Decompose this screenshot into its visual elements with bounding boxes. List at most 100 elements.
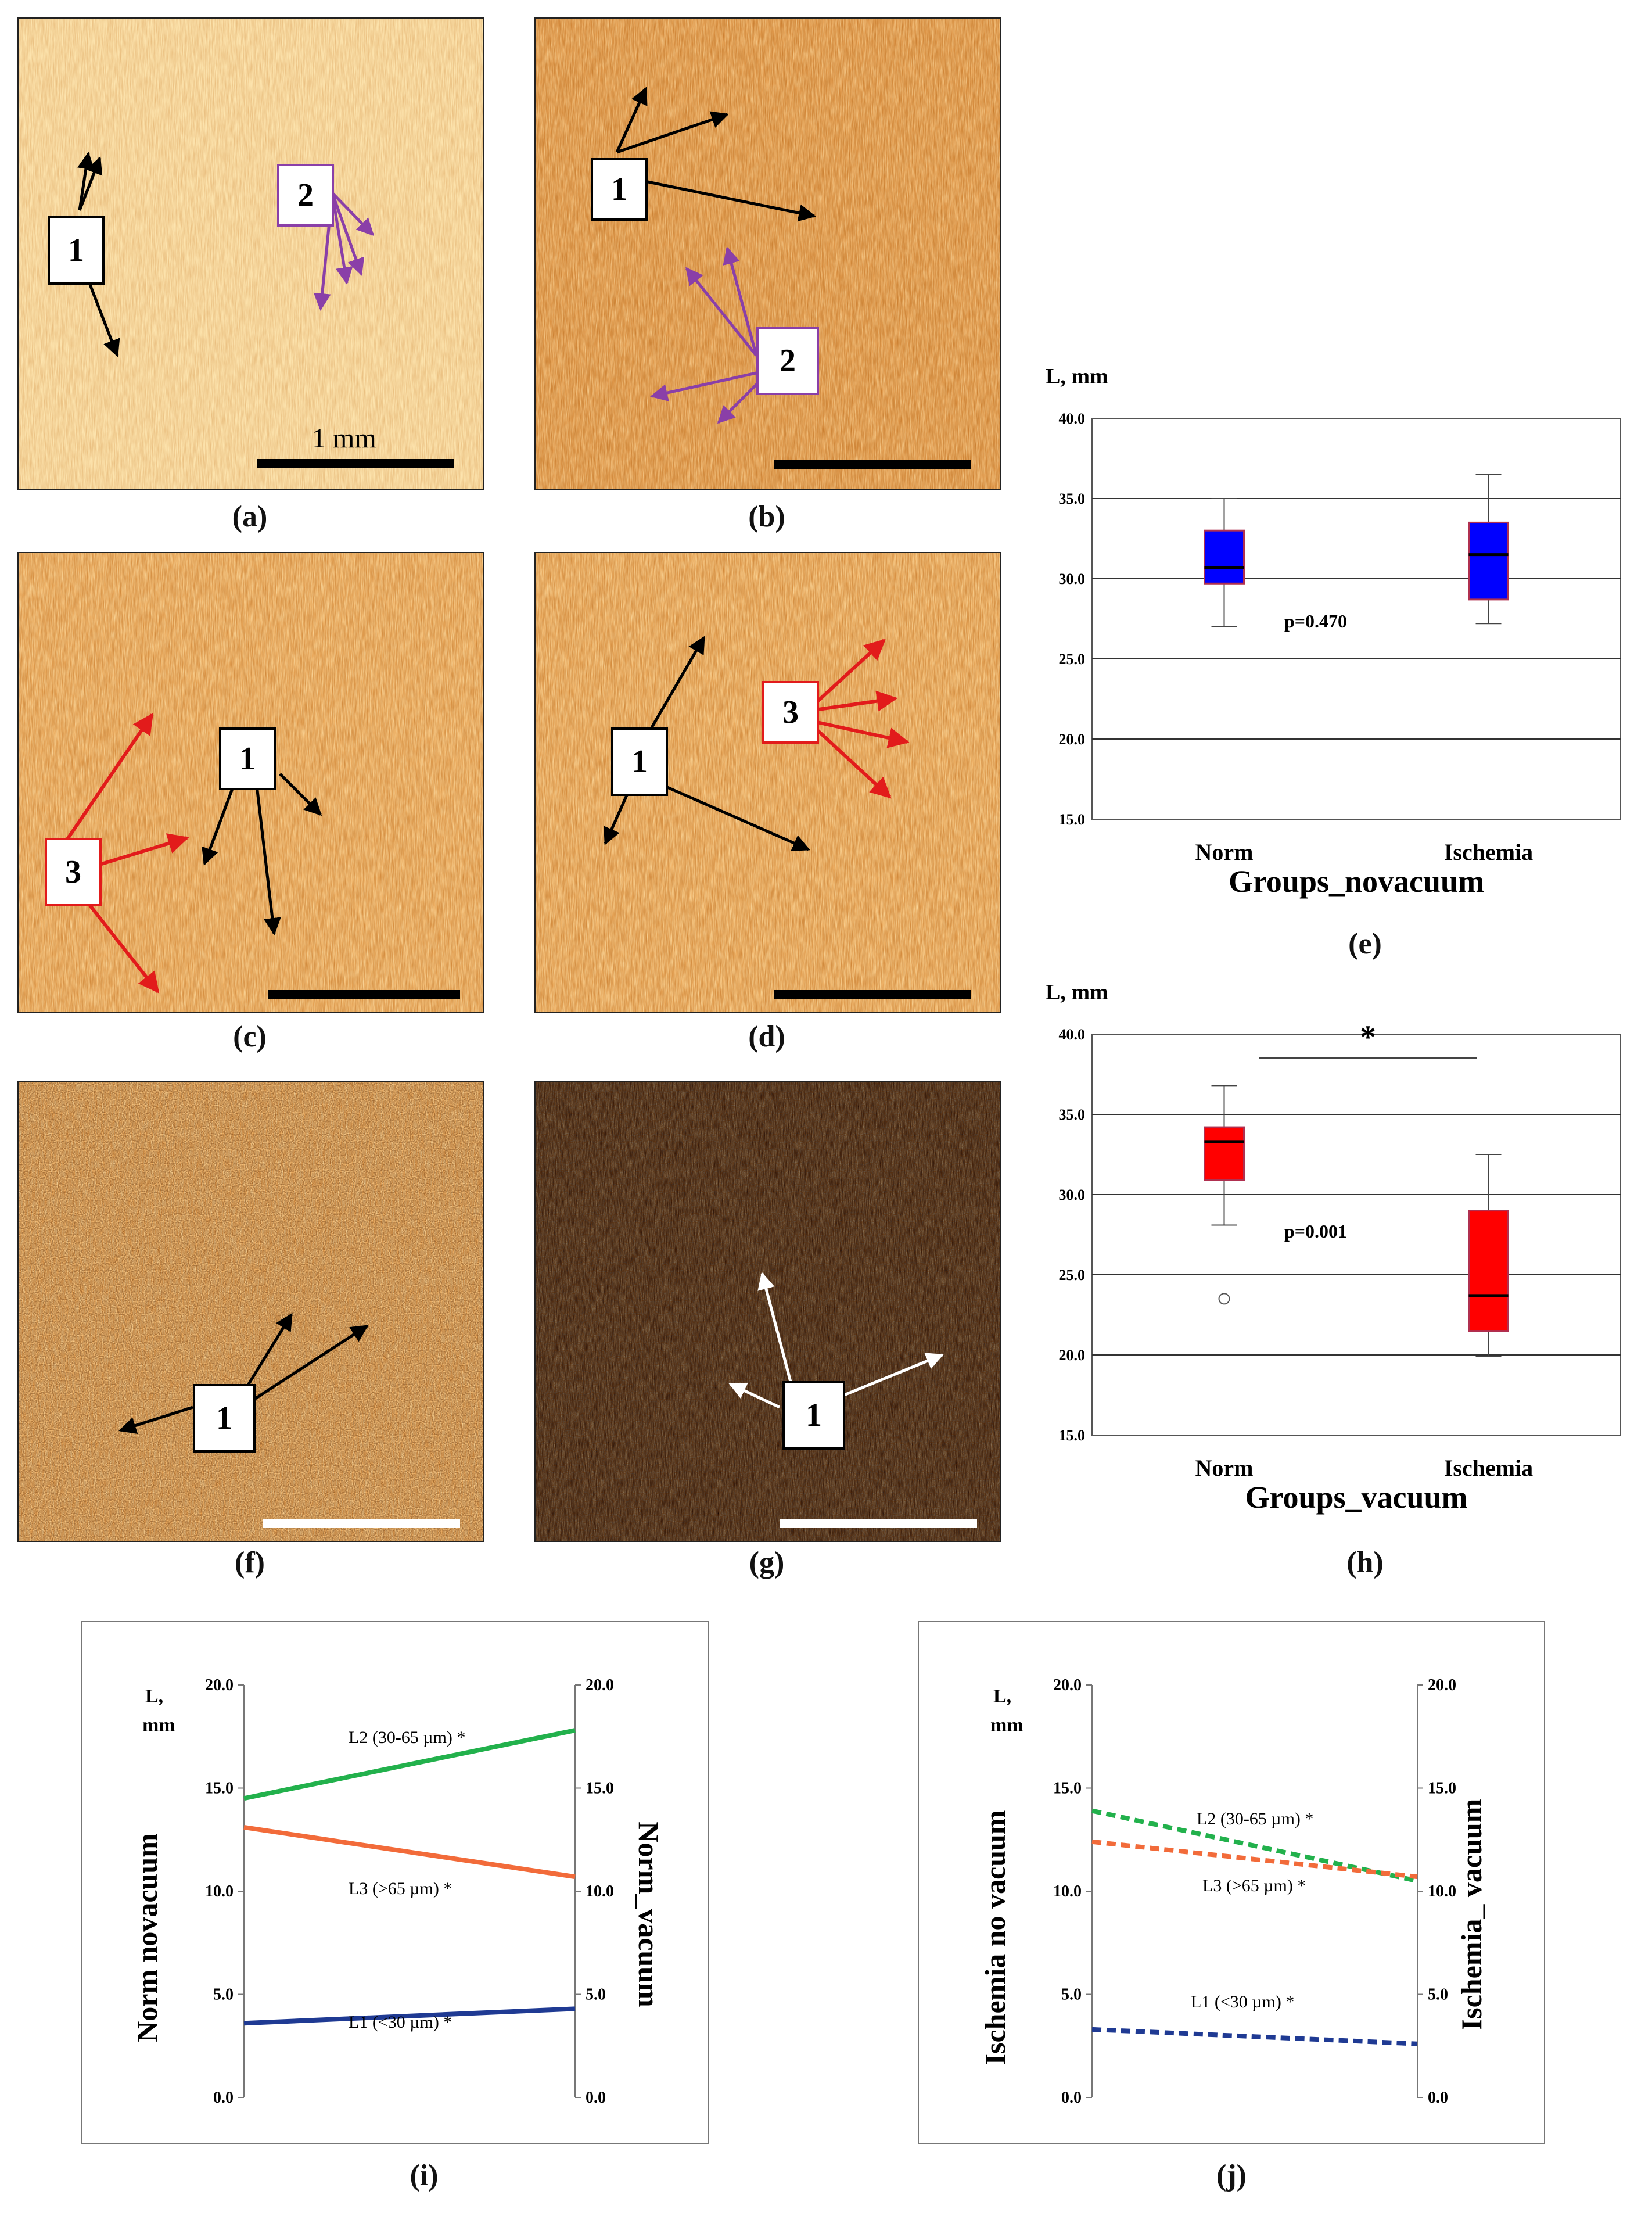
panel-caption-c: (c) [233,1020,267,1053]
y-unit-label: L, [993,1686,1011,1707]
image-panel-f: 1 [17,1081,484,1542]
y-tick-label-left: 15.0 [1053,1780,1082,1798]
label-box-3: 3 [45,838,102,906]
line-chart-j: 20.0 20.0 15.0 15.0 10.0 10.0 5.0 5.0 0.0 0.0 L, mm… [918,1621,1545,2144]
y-tick-label-right: 5.0 [1428,1986,1448,2004]
box [1204,529,1245,585]
y-tick-label: 25.0 [1059,1267,1086,1283]
y-tick-label-left: 0.0 [1061,2089,1082,2107]
y-tick-label-right: 15.0 [1428,1780,1456,1798]
panel-caption-j: (j) [1216,2159,1247,2192]
p-value-annotation: p=0.001 [1284,1221,1347,1242]
plot-area [1091,1034,1621,1436]
y-tick-label-left: 10.0 [1053,1882,1082,1901]
series-line [243,1824,576,1880]
y-tick-label: 30.0 [1059,1186,1086,1203]
y-unit-label: L, [145,1686,163,1707]
image-panel-b: 1 2 [534,17,1001,490]
y-tick-label: 35.0 [1059,1106,1086,1123]
plot-area [1091,418,1621,820]
image-panel-d: 1 3 [534,552,1001,1013]
y-tick-label-right: 10.0 [1428,1882,1456,1901]
panel-caption-d: (d) [748,1020,785,1053]
box-chart-h: L, mm 40.0 35.0 30.0 25.0 20.0 15.0 Norm Ischemi… [1046,980,1621,1515]
scale-bar [257,459,454,468]
label-box-1: 1 [48,216,105,285]
y-tick-label-right: 5.0 [586,1986,606,2004]
label-box-1: 1 [591,158,648,221]
y-tick-label-left: 20.0 [205,1676,234,1694]
series-line [243,2006,576,2026]
left-axis-title: Norm novacuum [131,1833,163,2042]
label-box-1: 1 [219,727,276,790]
y-tick-label-left: 15.0 [205,1780,234,1798]
box [1204,1126,1245,1181]
box [1468,521,1509,601]
right-axis-title: Norm_vacuum [633,1821,665,2007]
y-tick-label-right: 0.0 [1428,2089,1448,2107]
series-line [1091,1839,1418,1880]
scale-bar [774,460,971,469]
series-line [1091,1808,1418,1884]
x-axis-label: Groups_novacuum [1229,864,1484,899]
scale-bar [263,1519,460,1528]
scale-bar [780,1519,977,1528]
right-axis-title: Ischemia_ vacuum [1455,1799,1488,2031]
label-box-1: 1 [611,727,668,796]
significance-marker: * [1360,1019,1376,1055]
series-line [243,1728,576,1801]
box-chart-e: L, mm 40.0 35.0 30.0 25.0 20.0 15.0 Norm Ischemi… [1046,364,1621,899]
x-tick-label: Ischemia [1444,839,1533,865]
y-axis-label: L, mm [1046,364,1108,389]
y-tick-label-right: 10.0 [586,1882,614,1901]
y-axis-label: L, mm [1046,980,1108,1005]
panel-caption-h: (h) [1346,1546,1384,1579]
label-box-2: 2 [756,327,819,395]
y-tick-label: 25.0 [1059,651,1086,668]
left-axis-title: Ischemia no vacuum [979,1810,1011,2066]
y-tick-label: 40.0 [1059,410,1086,427]
y-tick-label: 15.0 [1059,1427,1086,1444]
panel-caption-e: (e) [1348,927,1382,960]
image-panel-g: 1 [534,1081,1001,1542]
label-box-2: 2 [277,164,334,227]
y-tick-label-right: 15.0 [586,1780,614,1798]
y-tick-label-left: 5.0 [213,1986,234,2004]
label-box-1: 1 [193,1384,256,1453]
x-axis-label: Groups_vacuum [1245,1480,1467,1515]
chart-frame [81,1621,709,2144]
series-label: L2 (30-65 µm) * [1197,1809,1313,1828]
image-panel-c: 1 3 [17,552,484,1013]
y-tick-label: 30.0 [1059,571,1086,587]
line-chart-i: 20.0 20.0 15.0 15.0 10.0 10.0 5.0 5.0 0.0 0.0 L, mm… [81,1621,709,2144]
chart-frame [918,1621,1545,2144]
p-value-annotation: p=0.470 [1284,611,1347,632]
y-unit-label: mm [990,1715,1023,1736]
series-label: L1 (<30 µm) * [349,2013,452,2032]
series-label: L2 (30-65 µm) * [349,1728,465,1747]
panel-caption-f: (f) [235,1546,265,1579]
y-tick-label-left: 5.0 [1061,1986,1082,2004]
scale-bar-label: 1 mm [312,423,376,454]
y-tick-label: 20.0 [1059,1347,1086,1364]
panel-caption-i: (i) [410,2159,439,2192]
box [1468,1210,1509,1332]
y-tick-label: 20.0 [1059,731,1086,748]
x-tick-label: Norm [1195,839,1254,865]
outlier-point [1218,1293,1230,1305]
y-tick-label-right: 20.0 [586,1676,614,1694]
label-box-3: 3 [762,681,819,744]
x-tick-label: Ischemia [1444,1455,1533,1481]
y-tick-label-left: 10.0 [205,1882,234,1901]
panel-caption-a: (a) [232,500,268,533]
series-label: L3 (>65 µm) * [349,1879,452,1898]
y-tick-label: 15.0 [1059,811,1086,828]
image-panel-a: 1 2 1 mm [17,17,484,490]
y-tick-label: 40.0 [1059,1026,1086,1043]
y-tick-label-left: 0.0 [213,2089,234,2107]
y-tick-label-right: 0.0 [586,2089,606,2107]
series-label: L1 (<30 µm) * [1191,1992,1294,2011]
x-tick-label: Norm [1195,1455,1254,1481]
scale-bar [268,990,460,999]
y-tick-label-left: 20.0 [1053,1676,1082,1694]
